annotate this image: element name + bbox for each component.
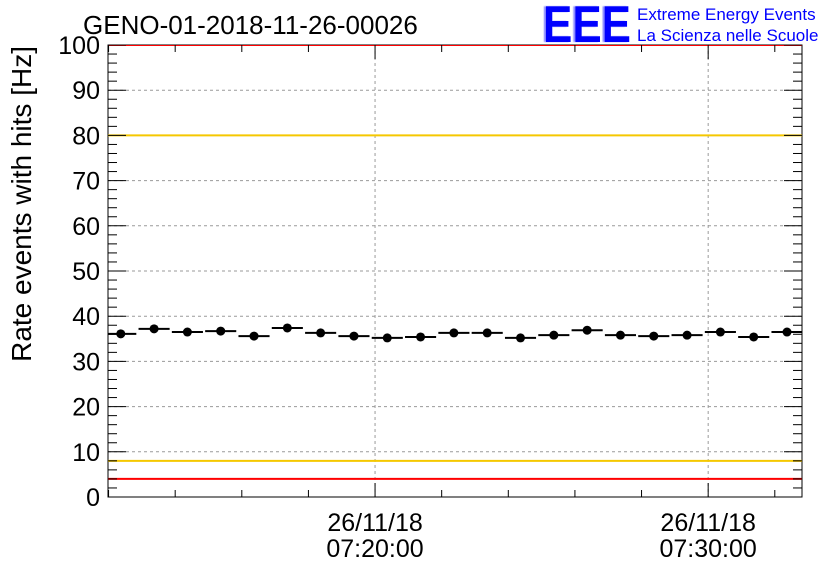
y-tick-label: 10 bbox=[72, 439, 100, 467]
y-tick-label: 50 bbox=[72, 258, 100, 286]
y-tick-label: 40 bbox=[72, 303, 100, 331]
data-point bbox=[549, 330, 559, 340]
y-tick-label: 20 bbox=[72, 394, 100, 422]
logo-line-2: La Scienza nelle Scuole bbox=[637, 26, 818, 45]
logo-line-1: Extreme Energy Events bbox=[637, 5, 816, 24]
tick-labels: 010203040506070809010026/11/1807:20:0026… bbox=[58, 32, 757, 563]
data-point bbox=[282, 323, 292, 333]
y-tick-label: 100 bbox=[58, 32, 100, 60]
data-point bbox=[516, 333, 526, 343]
data-point bbox=[182, 327, 192, 337]
data-point bbox=[349, 331, 359, 341]
data-point bbox=[249, 331, 259, 341]
data-point bbox=[582, 325, 592, 335]
y-tick-label: 0 bbox=[86, 484, 100, 512]
logo-mark: EEE bbox=[543, 0, 631, 54]
chart-title: GENO-01-2018-11-26-00026 bbox=[83, 10, 418, 40]
y-axis-title: Rate events with hits [Hz] bbox=[6, 46, 37, 362]
y-tick-label: 70 bbox=[72, 168, 100, 196]
data-point bbox=[782, 327, 792, 337]
y-tick-label: 90 bbox=[72, 77, 100, 105]
data-point bbox=[615, 330, 625, 340]
data-point bbox=[649, 331, 659, 341]
x-tick-label-date: 26/11/18 bbox=[660, 509, 755, 537]
data-point bbox=[682, 330, 692, 340]
y-tick-label: 60 bbox=[72, 213, 100, 241]
data-point bbox=[382, 333, 392, 343]
data-point bbox=[449, 328, 459, 338]
x-tick-label-time: 07:20:00 bbox=[326, 535, 423, 563]
data-point bbox=[715, 327, 725, 337]
data-point bbox=[749, 332, 759, 342]
data-point bbox=[116, 329, 126, 339]
data-point bbox=[149, 324, 159, 334]
y-tick-label: 30 bbox=[72, 348, 100, 376]
data-series bbox=[108, 323, 802, 343]
y-tick-label: 80 bbox=[72, 122, 100, 150]
x-tick-label-time: 07:30:00 bbox=[660, 535, 757, 563]
reference-lines bbox=[108, 45, 802, 480]
axis-ticks bbox=[108, 44, 802, 498]
data-point bbox=[316, 328, 326, 338]
eee-logo: EEE Extreme Energy Events La Scienza nel… bbox=[543, 0, 818, 54]
data-point bbox=[216, 326, 226, 336]
data-point bbox=[416, 332, 426, 342]
data-point bbox=[482, 328, 492, 338]
x-tick-label-date: 26/11/18 bbox=[327, 509, 422, 537]
